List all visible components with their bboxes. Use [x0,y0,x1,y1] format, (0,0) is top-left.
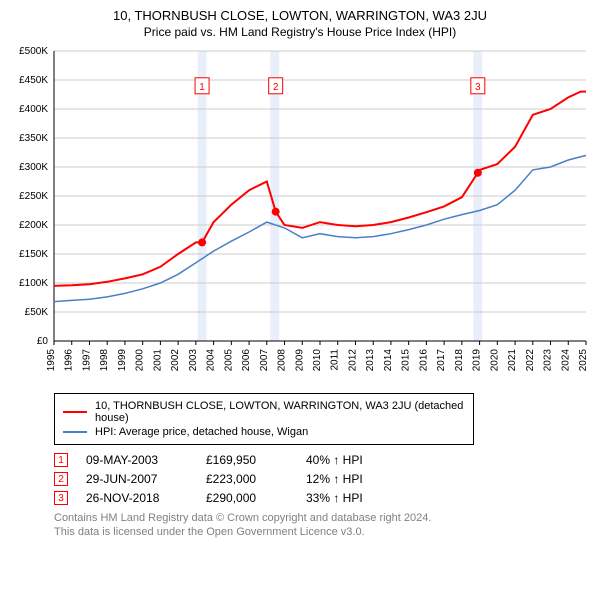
svg-text:2020: 2020 [489,349,500,372]
svg-text:£350K: £350K [19,133,48,144]
svg-text:1997: 1997 [81,349,92,372]
footer-line2: This data is licensed under the Open Gov… [54,525,590,539]
svg-text:£100K: £100K [19,278,48,289]
svg-text:£450K: £450K [19,75,48,86]
sales-list: 1 09-MAY-2003 £169,950 40% ↑ HPI 2 29-JU… [54,453,590,505]
sale-pct-3: 33% ↑ HPI [306,491,396,505]
svg-text:2009: 2009 [294,349,305,372]
sale-marker-3: 3 [54,491,68,505]
legend-item-property: 10, THORNBUSH CLOSE, LOWTON, WARRINGTON,… [63,400,465,424]
sale-row-2: 2 29-JUN-2007 £223,000 12% ↑ HPI [54,472,590,486]
svg-text:£200K: £200K [19,220,48,231]
chart-title: 10, THORNBUSH CLOSE, LOWTON, WARRINGTON,… [10,8,590,23]
sale-price-2: £223,000 [206,472,306,486]
sale-price-1: £169,950 [206,453,306,467]
footer-line1: Contains HM Land Registry data © Crown c… [54,511,590,525]
sale-pct-1: 40% ↑ HPI [306,453,396,467]
chart-subtitle: Price paid vs. HM Land Registry's House … [10,25,590,39]
svg-text:2021: 2021 [507,349,518,372]
svg-text:£400K: £400K [19,104,48,115]
legend-item-hpi: HPI: Average price, detached house, Wiga… [63,426,465,438]
svg-text:£500K: £500K [19,46,48,57]
svg-text:2022: 2022 [525,349,536,372]
svg-text:2008: 2008 [277,349,288,372]
svg-text:2001: 2001 [152,349,163,372]
svg-text:2025: 2025 [578,349,589,372]
svg-text:2016: 2016 [418,349,429,372]
svg-text:£300K: £300K [19,162,48,173]
sale-row-3: 3 26-NOV-2018 £290,000 33% ↑ HPI [54,491,590,505]
svg-text:£250K: £250K [19,191,48,202]
sale-date-1: 09-MAY-2003 [86,453,206,467]
sale-price-3: £290,000 [206,491,306,505]
svg-text:2024: 2024 [560,349,571,372]
chart-svg: £0 £50K £100K £150K £200K £250K £300K £350K £400… [10,45,590,385]
svg-text:£50K: £50K [25,307,49,318]
svg-text:2003: 2003 [188,349,199,372]
footer: Contains HM Land Registry data © Crown c… [54,511,590,540]
svg-text:£150K: £150K [19,249,48,260]
svg-text:2002: 2002 [170,349,181,372]
svg-text:1998: 1998 [99,349,110,372]
sale-pct-2: 12% ↑ HPI [306,472,396,486]
sale-date-2: 29-JUN-2007 [86,472,206,486]
sale-marker-1: 1 [54,453,68,467]
legend-label-property: 10, THORNBUSH CLOSE, LOWTON, WARRINGTON,… [95,400,465,424]
svg-text:2005: 2005 [223,349,234,372]
legend-label-hpi: HPI: Average price, detached house, Wiga… [95,426,308,438]
sale-marker-2: 2 [54,472,68,486]
svg-text:2019: 2019 [472,349,483,372]
svg-text:2: 2 [273,82,279,93]
svg-text:2000: 2000 [135,349,146,372]
svg-text:1: 1 [199,82,205,93]
svg-text:2011: 2011 [330,349,341,371]
svg-text:3: 3 [475,82,481,93]
svg-text:2018: 2018 [454,349,465,372]
chart-container: 10, THORNBUSH CLOSE, LOWTON, WARRINGTON,… [0,0,600,546]
svg-text:2013: 2013 [365,349,376,372]
svg-text:2006: 2006 [241,349,252,372]
chart-plot-area: £0 £50K £100K £150K £200K £250K £300K £350K £400… [10,45,590,385]
svg-text:2014: 2014 [383,349,394,372]
svg-text:2007: 2007 [259,349,270,372]
svg-text:2012: 2012 [347,349,358,372]
sale-row-1: 1 09-MAY-2003 £169,950 40% ↑ HPI [54,453,590,467]
svg-text:2023: 2023 [543,349,554,372]
svg-text:1996: 1996 [64,349,75,372]
svg-text:2017: 2017 [436,349,447,372]
svg-text:2010: 2010 [312,349,323,372]
sale-date-3: 26-NOV-2018 [86,491,206,505]
legend: 10, THORNBUSH CLOSE, LOWTON, WARRINGTON,… [54,393,474,445]
svg-text:£0: £0 [37,336,49,347]
svg-text:1995: 1995 [46,349,57,372]
svg-text:2004: 2004 [206,349,217,372]
svg-text:2015: 2015 [401,349,412,372]
legend-swatch-property [63,411,87,413]
legend-swatch-hpi [63,431,87,433]
svg-text:1999: 1999 [117,349,128,372]
